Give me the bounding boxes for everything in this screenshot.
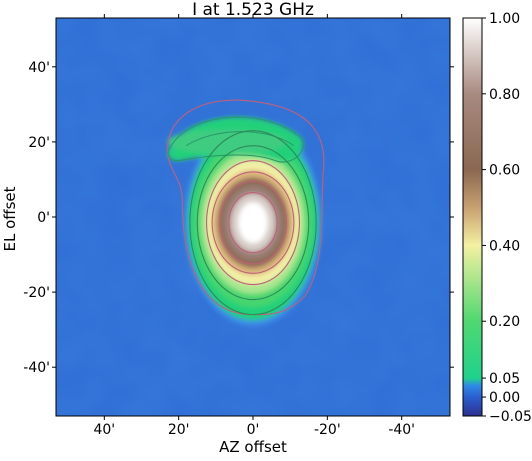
beam-layers bbox=[167, 117, 322, 326]
colorbar-tick-label: 0.40 bbox=[489, 238, 520, 254]
chart-title: I at 1.523 GHz bbox=[192, 0, 314, 20]
sidelobe-core bbox=[167, 129, 287, 154]
x-tick-label: -20' bbox=[314, 422, 341, 438]
axes: 40' 20' 0' -20' -40' 40' 20' 0' -20' -40' bbox=[23, 14, 454, 438]
x-tick-label: -40' bbox=[388, 422, 415, 438]
colorbar-tick-label: 0.00 bbox=[489, 390, 520, 406]
contour-outer bbox=[166, 99, 325, 316]
colorbar-tick-label: −0.05 bbox=[489, 409, 532, 425]
heatmap-image bbox=[56, 18, 450, 416]
colorbar: 1.00 0.80 0.60 0.40 0.20 0.05 0.00 −0.05 bbox=[462, 11, 532, 425]
contour-main bbox=[228, 192, 278, 254]
y-tick-label: 0' bbox=[37, 210, 50, 226]
colorbar-gradient bbox=[462, 17, 483, 417]
colorbar-tick-label: 1.00 bbox=[489, 11, 520, 27]
beam-layer bbox=[238, 201, 268, 244]
colorbar-tick-label: 0.80 bbox=[489, 87, 520, 103]
y-tick-label: 20' bbox=[28, 135, 50, 151]
y-tick-label: -20' bbox=[23, 285, 50, 301]
contour-lines bbox=[166, 99, 325, 316]
colorbar-tick-label: 0.60 bbox=[489, 163, 520, 179]
contour-main bbox=[189, 130, 317, 316]
contour-main bbox=[218, 180, 288, 265]
plot-area bbox=[56, 18, 450, 416]
x-tick-label: 20' bbox=[168, 422, 190, 438]
y-tick-label: -40' bbox=[23, 360, 50, 376]
colorbar-tick-label: 0.20 bbox=[489, 314, 520, 330]
y-tick-label: 40' bbox=[28, 60, 50, 76]
contour-main bbox=[211, 171, 295, 274]
x-axis-label: AZ offset bbox=[219, 438, 287, 456]
contour-main bbox=[196, 145, 310, 301]
x-tick-label: 40' bbox=[93, 422, 115, 438]
x-tick-label: 0' bbox=[247, 422, 260, 438]
colorbar-tick-label: 0.05 bbox=[489, 371, 520, 387]
contour-sidelobe bbox=[167, 116, 304, 163]
contour-main bbox=[205, 160, 301, 286]
